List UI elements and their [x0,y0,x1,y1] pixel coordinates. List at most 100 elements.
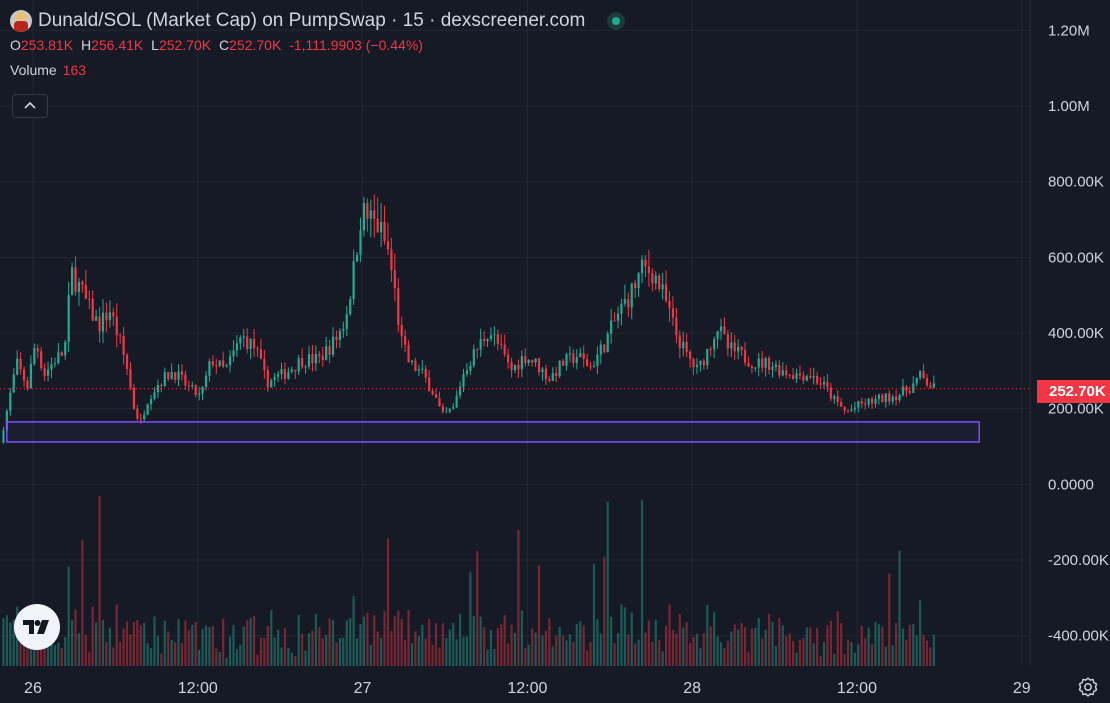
volume-bar [881,626,884,666]
volume-bar [301,633,304,666]
volume-bar [417,636,420,666]
candle-body [922,371,925,378]
volume-bar [122,628,125,666]
candle-body [16,358,19,375]
volume-bar [798,639,802,666]
candle-body [829,387,832,399]
chevron-up-icon [24,101,36,109]
candle-body [630,283,633,308]
volume-bar [843,654,846,666]
chart-overlays [0,388,1030,443]
collapse-legend-button[interactable] [12,94,48,118]
candle-body [465,370,469,374]
candle-body [36,347,39,352]
settings-icon[interactable] [1077,676,1099,698]
volume-bar [654,619,657,666]
ohlc-row: O253.81K H256.41K L252.70K C252.70K -1,1… [10,37,625,57]
volume-bar [551,646,554,666]
volume-bar [352,595,355,666]
candle-body [750,366,753,369]
volume-bar [376,631,379,666]
volume-bar [445,638,448,666]
candle-body [273,376,276,381]
volume-bar [458,614,462,666]
candle-body [537,358,541,373]
candle-body [798,373,802,376]
avatar-icon [10,10,32,32]
candle-body [95,316,98,321]
volume-bar [833,654,836,666]
candle-body [448,408,451,412]
candle-body [369,210,372,219]
volume-bar [792,640,795,666]
candle-body [513,364,517,371]
volume-bar [191,624,194,666]
candle-body [71,267,74,296]
candle-body [297,358,300,372]
volume-bar [297,614,300,666]
candle-body [891,396,894,402]
volume-bar [613,643,616,666]
volume-bar [174,641,177,666]
volume-bar [321,638,324,666]
candle-body [421,368,424,370]
tradingview-logo-icon[interactable] [14,604,60,650]
x-tick-label: 29 [1013,680,1031,697]
volume-bar [211,625,214,666]
volume-bar [465,636,469,666]
candle-body [668,300,671,309]
time-axis[interactable]: 26 12:00 27 12:00 28 12:00 29 [24,680,1031,697]
candle-body [438,397,441,407]
volume-bar [410,643,414,666]
price-axis[interactable]: 1.20M 1.00M 800.00K 600.00K 400.00K 200.00K 0.… [1048,22,1109,644]
candle-body [2,430,5,443]
candle-body [706,348,709,366]
candle-body [709,348,712,350]
volume-bar [596,619,599,666]
volume-bar [71,620,74,666]
candle-body [50,364,53,370]
candle-body [156,385,160,393]
candle-body [764,358,767,368]
candle-body [860,401,863,404]
candle-body [342,329,345,332]
candle-body [795,373,798,379]
high-value: 256.41K [91,37,144,53]
volume-bar [719,642,723,666]
x-tick-label: 26 [24,680,42,697]
candle-body [867,398,870,405]
candle-body [640,259,644,274]
candle-body [9,392,12,411]
candle-body [211,361,214,366]
candle-body [101,312,105,332]
volume-bar [77,633,81,666]
support-zone-box [6,421,980,443]
volume-bar [496,628,499,666]
y-tick-label: 0.0000 [1048,476,1094,493]
open-value: 253.81K [20,37,74,53]
candle-body [932,383,935,388]
volume-bar [678,614,681,666]
candle-body [723,326,726,335]
volume-bar [610,616,613,666]
volume-bar [472,616,475,666]
candle-body [428,377,431,391]
candle-body [270,380,273,388]
candle-body [194,385,197,395]
volume-bar [318,627,321,666]
volume-bar [325,634,328,666]
candle-body [331,336,335,355]
volume-bar [249,618,252,666]
candle-body [589,366,592,368]
volume-bar [905,639,908,666]
volume-bar [864,638,867,666]
candle-body [853,407,856,410]
candle-body [225,365,228,367]
candle-body [905,386,908,391]
volume-bar [586,650,589,666]
volume-bar [273,637,276,666]
candle-body [328,346,331,355]
candle-body [287,371,290,379]
volume-bar [400,618,403,666]
